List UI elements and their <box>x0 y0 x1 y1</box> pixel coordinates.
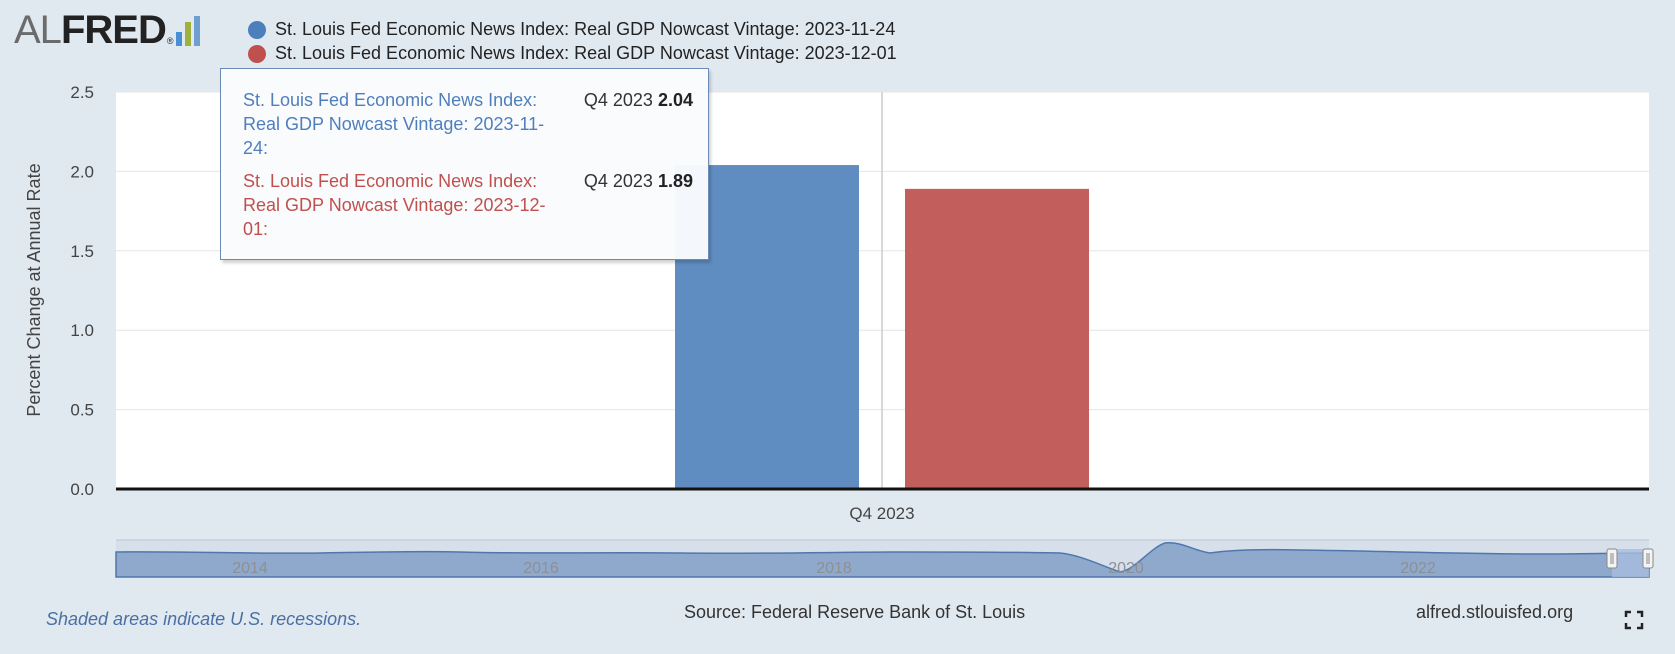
tooltip-period: Q4 2023 <box>583 90 653 110</box>
tooltip-series-name: St. Louis Fed Economic News Index: Real … <box>243 169 553 241</box>
tooltip-number: 2.04 <box>657 90 693 110</box>
y-tick-label: 0.0 <box>70 480 94 499</box>
y-tick-label: 1.0 <box>70 321 94 340</box>
logo-bars-icon <box>176 16 201 46</box>
navigator-left-handle[interactable] <box>1606 548 1618 569</box>
tooltip-name-line: St. Louis Fed Economic News Index: <box>243 171 538 191</box>
tooltip-series-name: St. Louis Fed Economic News Index: Real … <box>243 88 553 160</box>
navigator-year-label: 2020 <box>1108 560 1144 577</box>
y-tick-label: 1.5 <box>70 242 94 261</box>
site-link[interactable]: alfred.stlouisfed.org <box>1416 602 1574 622</box>
tooltip-name-line: Real GDP Nowcast Vintage: 2023-11- <box>243 114 545 134</box>
legend-item-2023-11-24[interactable]: St. Louis Fed Economic News Index: Real … <box>248 19 895 40</box>
legend-marker-icon <box>248 44 266 63</box>
tooltip-value: Q4 2023 2.04 <box>584 88 693 112</box>
x-axis-ticks: Q4 2023 <box>849 504 914 523</box>
legend-label: St. Louis Fed Economic News Index: Real … <box>275 43 897 63</box>
tooltip-name-line: Real GDP Nowcast Vintage: 2023-12- <box>243 195 546 215</box>
y-tick-label: 0.5 <box>70 401 94 420</box>
logo-fred-text: FRED <box>60 8 167 52</box>
y-tick-label: 2.0 <box>70 162 94 181</box>
x-tick-label: Q4 2023 <box>849 504 914 523</box>
fullscreen-icon[interactable] <box>1624 610 1644 630</box>
recession-note: Shaded areas indicate U.S. recessions. <box>46 609 362 629</box>
tooltip-name-line: 01: <box>243 219 269 239</box>
alfred-logo[interactable]: AL FRED ® <box>14 8 201 52</box>
legend-marker-icon <box>248 20 266 39</box>
navigator-year-label: 2018 <box>816 560 852 577</box>
tooltip-name-line: St. Louis Fed Economic News Index: <box>243 90 538 110</box>
right-handle-box[interactable] <box>1642 548 1654 569</box>
logo-al-text: AL <box>14 8 62 52</box>
legend-label: St. Louis Fed Economic News Index: Real … <box>275 19 896 39</box>
navigator[interactable]: 2014 2016 2018 2020 2022 <box>115 539 1654 578</box>
left-handle-box[interactable] <box>1606 548 1618 569</box>
y-tick-label: 2.5 <box>70 83 94 102</box>
y-axis-label: Percent Change at Annual Rate <box>24 163 44 416</box>
tooltip: St. Louis Fed Economic News Index: Real … <box>220 68 709 260</box>
tooltip-name-line: 24: <box>243 138 269 158</box>
navigator-right-handle[interactable] <box>1642 548 1654 569</box>
navigator-year-label: 2022 <box>1400 560 1436 577</box>
navigator-year-label: 2014 <box>232 560 268 577</box>
fullscreen-icon-path <box>1624 610 1644 630</box>
tooltip-period: Q4 2023 <box>583 171 653 191</box>
logo-registered-mark: ® <box>166 36 174 46</box>
y-axis-ticks: 0.0 0.5 1.0 1.5 2.0 2.5 <box>70 83 94 499</box>
bar-series-2[interactable] <box>905 188 1089 490</box>
tooltip-number: 1.89 <box>657 171 693 191</box>
navigator-year-labels: 2014 2016 2018 2020 2022 <box>232 560 1436 577</box>
legend-item-2023-12-01[interactable]: St. Louis Fed Economic News Index: Real … <box>248 43 897 64</box>
navigator-series-area <box>115 542 1650 578</box>
navigator-year-label: 2016 <box>523 560 559 577</box>
tooltip-value: Q4 2023 1.89 <box>584 169 693 193</box>
source-text: Source: Federal Reserve Bank of St. Loui… <box>684 602 1026 622</box>
